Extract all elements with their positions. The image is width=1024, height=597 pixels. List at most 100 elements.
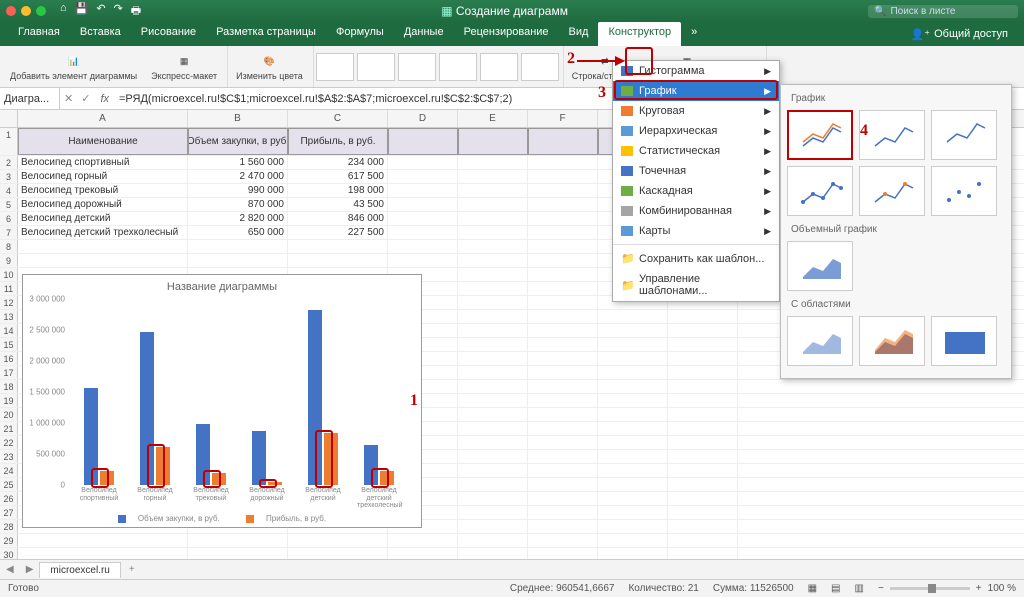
cell[interactable] xyxy=(598,534,668,547)
cell[interactable] xyxy=(458,380,528,393)
cell[interactable] xyxy=(388,156,458,169)
row-header[interactable]: 29 xyxy=(0,534,18,547)
chart-legend[interactable]: Объем закупки, в руб. Прибыль, в руб. xyxy=(23,514,421,523)
cell[interactable] xyxy=(458,128,528,155)
line-chart-option[interactable] xyxy=(931,110,997,160)
line-chart-option[interactable] xyxy=(859,166,925,216)
cell[interactable]: 1 560 000 xyxy=(188,156,288,169)
cell[interactable] xyxy=(668,324,738,337)
row-header[interactable]: 15 xyxy=(0,338,18,351)
cell[interactable] xyxy=(668,464,738,477)
line-chart-option[interactable] xyxy=(859,110,925,160)
cell[interactable] xyxy=(458,520,528,533)
cell[interactable] xyxy=(598,352,668,365)
row-header[interactable]: 3 xyxy=(0,170,18,183)
cell[interactable] xyxy=(388,128,458,155)
cell[interactable] xyxy=(188,548,288,559)
maximize-icon[interactable] xyxy=(36,6,46,16)
tab-design[interactable]: Конструктор xyxy=(598,22,681,46)
col-header[interactable]: D xyxy=(388,110,458,127)
view-break-icon[interactable]: ▥ xyxy=(855,583,864,594)
chart-type-item[interactable]: Статистическая▶ xyxy=(613,141,779,161)
chart-title[interactable]: Название диаграммы xyxy=(23,275,421,299)
row-header[interactable]: 18 xyxy=(0,380,18,393)
row-header[interactable]: 5 xyxy=(0,198,18,211)
tab-data[interactable]: Данные xyxy=(394,22,454,46)
row-header[interactable]: 21 xyxy=(0,422,18,435)
chart-type-item[interactable]: Точечная▶ xyxy=(613,161,779,181)
cell[interactable] xyxy=(598,366,668,379)
print-icon[interactable]: 🖶 xyxy=(131,2,141,21)
cell[interactable]: 846 000 xyxy=(288,212,388,225)
zoom-control[interactable]: − + 100 % xyxy=(878,583,1016,594)
cell[interactable] xyxy=(188,534,288,547)
fx-icon[interactable]: fx xyxy=(94,93,115,105)
cell[interactable] xyxy=(288,534,388,547)
tab-more[interactable]: » xyxy=(681,22,707,46)
cell[interactable] xyxy=(458,268,528,281)
sheet-tab[interactable]: microexcel.ru xyxy=(39,562,120,578)
cell[interactable] xyxy=(18,254,188,267)
cell[interactable] xyxy=(528,156,598,169)
cell[interactable]: Велосипед спортивный xyxy=(18,156,188,169)
cell[interactable] xyxy=(458,226,528,239)
cell[interactable] xyxy=(458,492,528,505)
chart-styles-gallery[interactable] xyxy=(316,46,564,87)
row-header[interactable]: 20 xyxy=(0,408,18,421)
cell[interactable] xyxy=(668,492,738,505)
col-header[interactable]: A xyxy=(18,110,188,127)
cell[interactable] xyxy=(528,520,598,533)
cancel-icon[interactable]: ✕ xyxy=(60,92,77,105)
cell[interactable]: 650 000 xyxy=(188,226,288,239)
row-header[interactable]: 1 xyxy=(0,128,18,155)
cell[interactable] xyxy=(668,422,738,435)
row-header[interactable]: 16 xyxy=(0,352,18,365)
cell[interactable] xyxy=(528,184,598,197)
cell[interactable] xyxy=(528,296,598,309)
cell[interactable] xyxy=(458,422,528,435)
zoom-in-icon[interactable]: + xyxy=(976,583,982,594)
view-normal-icon[interactable]: ▦ xyxy=(808,583,817,594)
chart-type-item[interactable]: Иерархическая▶ xyxy=(613,121,779,141)
row-header[interactable]: 13 xyxy=(0,310,18,323)
cell[interactable] xyxy=(458,338,528,351)
chart-object[interactable]: Название диаграммы 3 000 0002 500 0002 0… xyxy=(22,274,422,528)
window-controls[interactable] xyxy=(6,6,46,16)
row-header[interactable]: 10 xyxy=(0,268,18,281)
cell[interactable]: Велосипед трековый xyxy=(18,184,188,197)
change-colors-button[interactable]: 🎨Изменить цвета xyxy=(230,51,309,83)
cell[interactable] xyxy=(668,394,738,407)
redo-icon[interactable]: ↷ xyxy=(114,2,123,21)
home-icon[interactable]: ⌂ xyxy=(60,2,67,21)
sheet-nav-next[interactable]: ▶ xyxy=(20,564,40,575)
chart-type-item[interactable]: График▶ xyxy=(613,81,779,101)
cell[interactable] xyxy=(668,310,738,323)
cell[interactable] xyxy=(668,520,738,533)
cell[interactable] xyxy=(528,128,598,155)
zoom-out-icon[interactable]: − xyxy=(878,583,884,594)
chart-plot-area[interactable]: 3 000 0002 500 0002 000 0001 500 0001 00… xyxy=(71,299,407,485)
cell[interactable]: 198 000 xyxy=(288,184,388,197)
cell[interactable] xyxy=(388,184,458,197)
cell[interactable] xyxy=(668,548,738,559)
search-input[interactable]: 🔍 Поиск в листе xyxy=(868,5,1018,18)
cell[interactable] xyxy=(528,254,598,267)
cell[interactable] xyxy=(668,478,738,491)
cell[interactable] xyxy=(458,506,528,519)
col-header[interactable]: E xyxy=(458,110,528,127)
cell[interactable] xyxy=(528,226,598,239)
row-header[interactable]: 22 xyxy=(0,436,18,449)
cell[interactable] xyxy=(458,184,528,197)
cell[interactable] xyxy=(288,240,388,253)
close-icon[interactable] xyxy=(6,6,16,16)
template-item[interactable]: 📁Сохранить как шаблон... xyxy=(613,248,779,269)
col-header[interactable]: B xyxy=(188,110,288,127)
cell[interactable] xyxy=(598,380,668,393)
cell[interactable] xyxy=(528,506,598,519)
cell[interactable] xyxy=(458,464,528,477)
cell[interactable] xyxy=(388,170,458,183)
cell[interactable] xyxy=(528,492,598,505)
chart-type-item[interactable]: Гистограмма▶ xyxy=(613,61,779,81)
area-chart-option[interactable] xyxy=(787,316,853,366)
style-thumb[interactable] xyxy=(521,53,559,81)
